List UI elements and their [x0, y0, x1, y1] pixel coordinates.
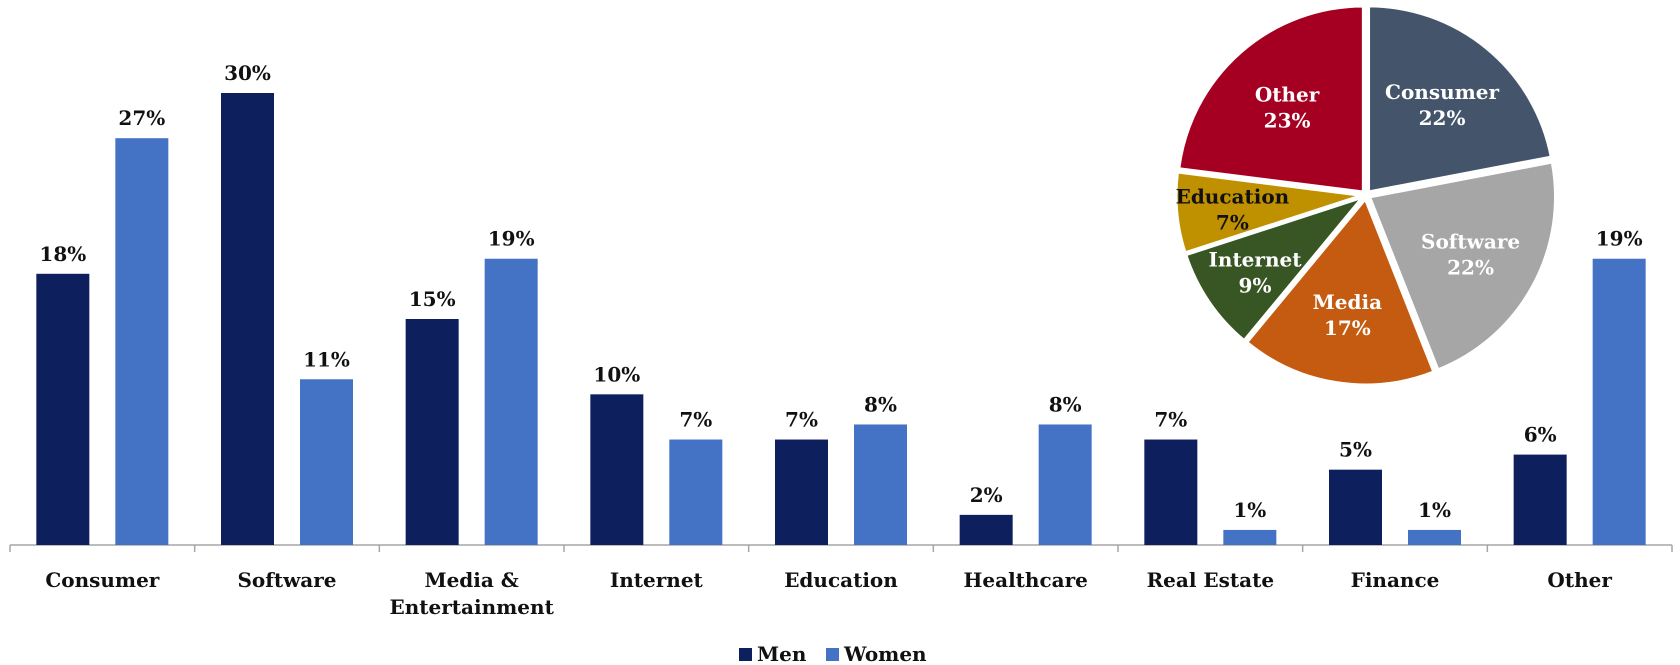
pie-slice-internet [1183, 194, 1368, 343]
bar-chart: 18% 27% Consumer 30% 11% Software 15% 19% Media … [9, 61, 1673, 619]
data-label-women-internet: 7% [679, 408, 712, 432]
data-label-women-healthcare: 8% [1049, 392, 1082, 416]
bar-men-healthcare [959, 514, 1013, 545]
bar-men-education [775, 439, 828, 545]
data-label-men-internet: 10% [593, 362, 640, 386]
bar-women-media-and-entertainment [484, 258, 538, 545]
data-label-men-finance: 5% [1339, 438, 1372, 462]
bar-women-real-estate [1223, 529, 1277, 545]
pie-label-consumer: Consumer [1385, 80, 1499, 104]
data-label-men-other: 6% [1524, 423, 1557, 447]
pie-label-other: Other [1255, 82, 1320, 106]
pie-slice-education [1174, 170, 1363, 255]
data-label-women-finance: 1% [1418, 498, 1451, 522]
pie-slice-media [1244, 196, 1436, 387]
data-label-men-software: 30% [224, 61, 271, 85]
data-label-men-healthcare: 2% [970, 483, 1003, 507]
bar-men-consumer [36, 273, 90, 545]
pie-value-software: 22% [1447, 255, 1494, 279]
pie-value-media: 17% [1324, 316, 1371, 340]
data-label-women-consumer: 27% [118, 106, 165, 130]
legend-label-men: Men [757, 642, 807, 665]
bar-men-real-estate [1144, 439, 1198, 545]
pie-value-consumer: 22% [1419, 106, 1466, 130]
bar-women-software [300, 379, 353, 545]
category-label-media-and-entertainment: Entertainment [390, 595, 555, 619]
pie-slice-software [1367, 160, 1557, 372]
data-label-men-education: 7% [785, 408, 818, 432]
data-label-men-real-estate: 7% [1154, 408, 1187, 432]
pie-label-media: Media [1313, 290, 1382, 314]
category-label-internet: Internet [610, 568, 704, 592]
legend-swatch-women [826, 648, 839, 661]
category-label-software: Software [237, 568, 336, 592]
bar-men-software [221, 93, 274, 545]
data-label-men-media-and-entertainment: 15% [409, 287, 456, 311]
legend-swatch-men [739, 648, 752, 661]
category-label-healthcare: Healthcare [963, 568, 1087, 592]
bar-men-media-and-entertainment [405, 319, 459, 545]
data-label-men-consumer: 18% [39, 242, 86, 266]
data-label-women-real-estate: 1% [1233, 498, 1266, 522]
pie-chart: Consumer22%Software22%Media17%Internet9%… [1174, 4, 1557, 387]
bar-women-consumer [115, 138, 169, 545]
bar-women-education [854, 424, 907, 545]
data-label-women-media-and-entertainment: 19% [488, 227, 535, 251]
bar-women-other [1592, 258, 1646, 545]
bar-men-other [1513, 454, 1567, 545]
bar-women-finance [1408, 529, 1461, 545]
category-label-real-estate: Real Estate [1147, 568, 1275, 592]
pie-label-software: Software [1421, 229, 1520, 253]
data-label-women-other: 19% [1596, 227, 1643, 251]
bar-women-healthcare [1038, 424, 1092, 545]
category-label-other: Other [1547, 568, 1612, 592]
pie-slice-other [1177, 4, 1365, 194]
pie-label-internet: Internet [1209, 247, 1303, 271]
pie-value-education: 7% [1216, 211, 1249, 235]
category-label-media-and-entertainment: Media & [424, 568, 518, 592]
pie-label-education: Education [1176, 185, 1290, 209]
pie-slice-consumer [1367, 4, 1554, 194]
legend: Men Women [739, 642, 927, 665]
pie-value-internet: 9% [1239, 273, 1272, 297]
data-label-women-education: 8% [864, 392, 897, 416]
data-label-women-software: 11% [303, 347, 350, 371]
bar-men-finance [1329, 469, 1382, 545]
legend-label-women: Women [843, 642, 927, 665]
bar-women-internet [669, 439, 723, 545]
category-label-education: Education [784, 568, 898, 592]
bar-men-internet [590, 394, 644, 545]
category-label-finance: Finance [1351, 568, 1440, 592]
pie-value-other: 23% [1264, 108, 1311, 132]
category-label-consumer: Consumer [45, 568, 159, 592]
